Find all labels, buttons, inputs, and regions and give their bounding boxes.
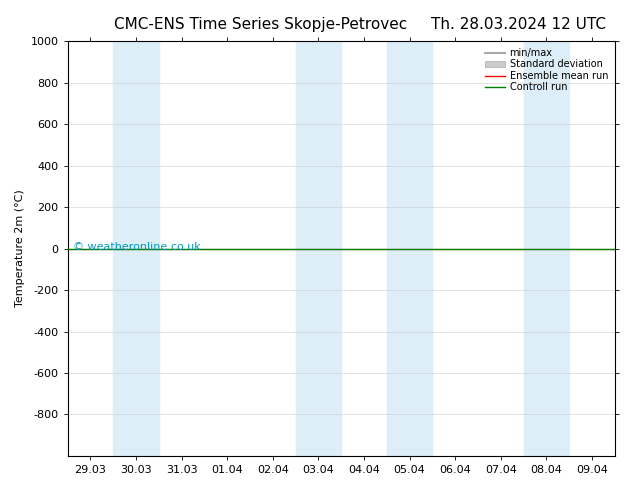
Text: Th. 28.03.2024 12 UTC: Th. 28.03.2024 12 UTC (431, 17, 606, 32)
Y-axis label: Temperature 2m (°C): Temperature 2m (°C) (15, 190, 25, 307)
Legend: min/max, Standard deviation, Ensemble mean run, Controll run: min/max, Standard deviation, Ensemble me… (483, 46, 610, 95)
Bar (524, 41, 569, 456)
Text: CMC-ENS Time Series Skopje-Petrovec: CMC-ENS Time Series Skopje-Petrovec (114, 17, 408, 32)
Bar (295, 41, 341, 456)
Bar (113, 41, 158, 456)
Text: © weatheronline.co.uk: © weatheronline.co.uk (73, 242, 201, 251)
Bar (387, 41, 432, 456)
